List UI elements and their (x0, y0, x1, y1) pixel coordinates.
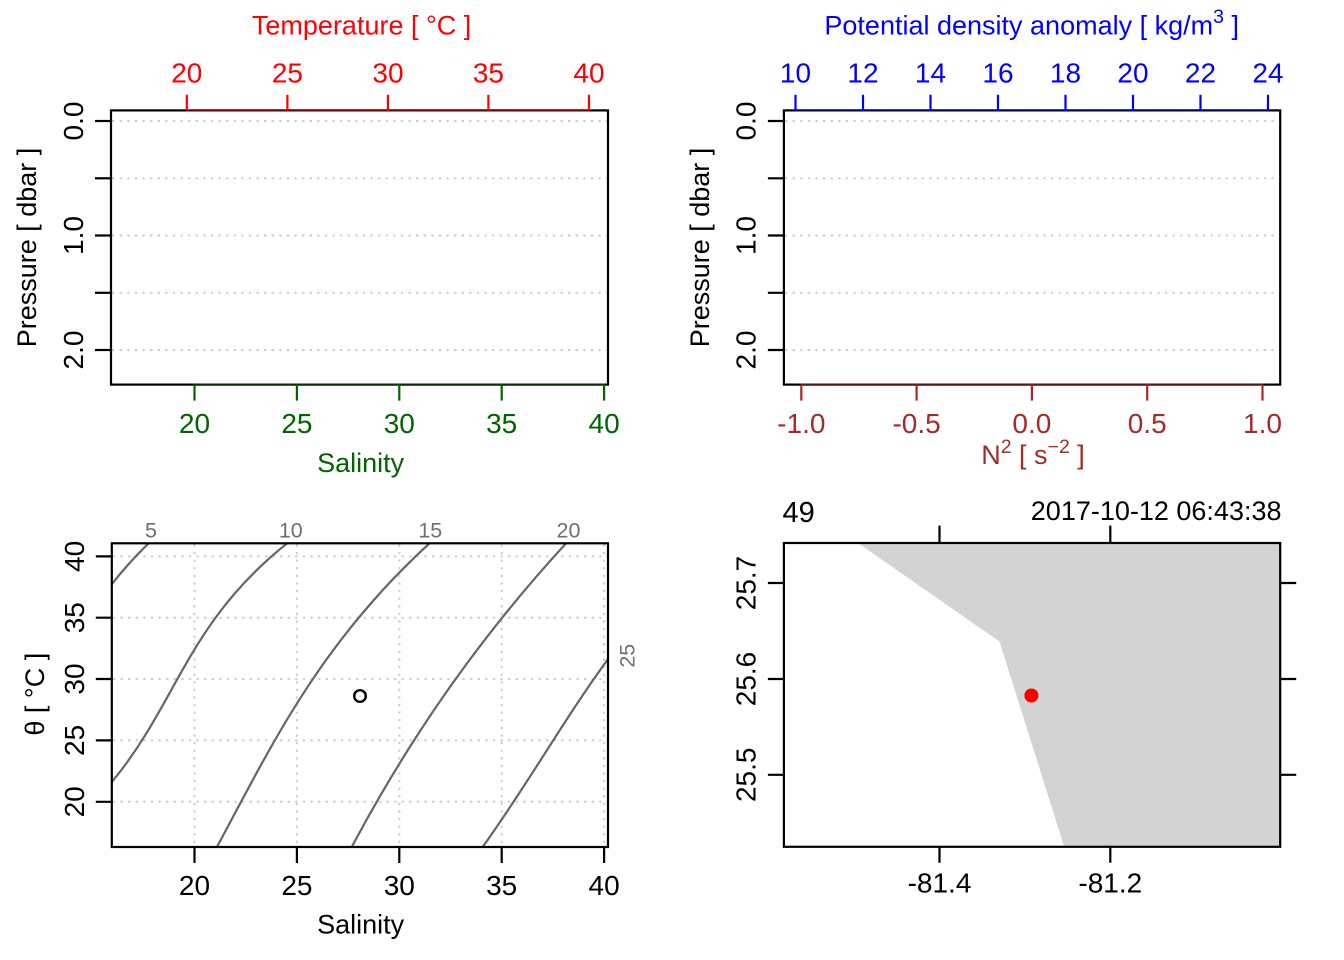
svg-text:2017-10-12 06:43:38: 2017-10-12 06:43:38 (1031, 496, 1282, 526)
svg-text:20: 20 (171, 58, 202, 89)
svg-text:40: 40 (573, 58, 604, 89)
svg-text:16: 16 (982, 58, 1013, 89)
svg-text:10: 10 (279, 518, 303, 542)
svg-text:0.0: 0.0 (730, 102, 761, 141)
svg-text:25: 25 (272, 58, 303, 89)
svg-text:20: 20 (179, 870, 210, 901)
svg-text:-1.0: -1.0 (777, 408, 825, 439)
svg-text:25: 25 (615, 644, 639, 668)
svg-text:25.7: 25.7 (730, 556, 761, 611)
svg-text:30: 30 (372, 58, 403, 89)
svg-text:0.0: 0.0 (1012, 408, 1051, 439)
svg-text:Salinity: Salinity (317, 448, 405, 478)
svg-text:20: 20 (557, 518, 581, 542)
svg-text:20: 20 (179, 408, 210, 439)
svg-text:20: 20 (1117, 58, 1148, 89)
svg-text:14: 14 (915, 58, 946, 89)
svg-text:40: 40 (59, 541, 90, 572)
svg-text:25.5: 25.5 (730, 748, 761, 803)
svg-text:-0.5: -0.5 (892, 408, 940, 439)
svg-text:2.0: 2.0 (730, 331, 761, 370)
svg-text:40: 40 (589, 870, 620, 901)
svg-text:1.0: 1.0 (730, 216, 761, 255)
svg-text:20: 20 (59, 786, 90, 817)
svg-text:18: 18 (1050, 58, 1081, 89)
svg-text:θ [ °C ]: θ [ °C ] (20, 653, 50, 736)
svg-text:30: 30 (384, 870, 415, 901)
svg-text:35: 35 (473, 58, 504, 89)
svg-text:Temperature [ °C ]: Temperature [ °C ] (252, 10, 471, 40)
svg-text:15: 15 (418, 518, 442, 542)
svg-text:Salinity: Salinity (317, 910, 405, 940)
svg-text:25: 25 (281, 870, 312, 901)
svg-text:1.0: 1.0 (1243, 408, 1282, 439)
svg-text:25: 25 (281, 408, 312, 439)
svg-text:Pressure [ dbar ]: Pressure [ dbar ] (12, 148, 42, 348)
svg-text:1.0: 1.0 (58, 216, 89, 255)
svg-text:10: 10 (780, 58, 811, 89)
svg-text:N2 [ s−2 ]: N2 [ s−2 ] (981, 436, 1085, 470)
svg-text:25: 25 (59, 725, 90, 756)
svg-text:2.0: 2.0 (58, 331, 89, 370)
svg-text:49: 49 (783, 497, 815, 529)
svg-text:-81.2: -81.2 (1078, 867, 1142, 898)
svg-text:Potential density anomaly [ kg: Potential density anomaly [ kg/m3 ] (824, 6, 1239, 41)
svg-text:35: 35 (486, 408, 517, 439)
svg-text:12: 12 (847, 58, 878, 89)
svg-text:25.6: 25.6 (730, 652, 761, 707)
svg-text:0.0: 0.0 (58, 102, 89, 141)
svg-text:0.5: 0.5 (1128, 408, 1167, 439)
svg-text:Pressure [ dbar ]: Pressure [ dbar ] (685, 148, 715, 348)
svg-text:40: 40 (589, 408, 620, 439)
svg-text:22: 22 (1185, 58, 1216, 89)
svg-text:35: 35 (486, 870, 517, 901)
svg-text:30: 30 (59, 663, 90, 694)
svg-text:30: 30 (384, 408, 415, 439)
svg-text:-81.4: -81.4 (908, 867, 972, 898)
svg-text:35: 35 (59, 602, 90, 633)
svg-text:24: 24 (1252, 58, 1283, 89)
svg-text:5: 5 (145, 518, 157, 542)
